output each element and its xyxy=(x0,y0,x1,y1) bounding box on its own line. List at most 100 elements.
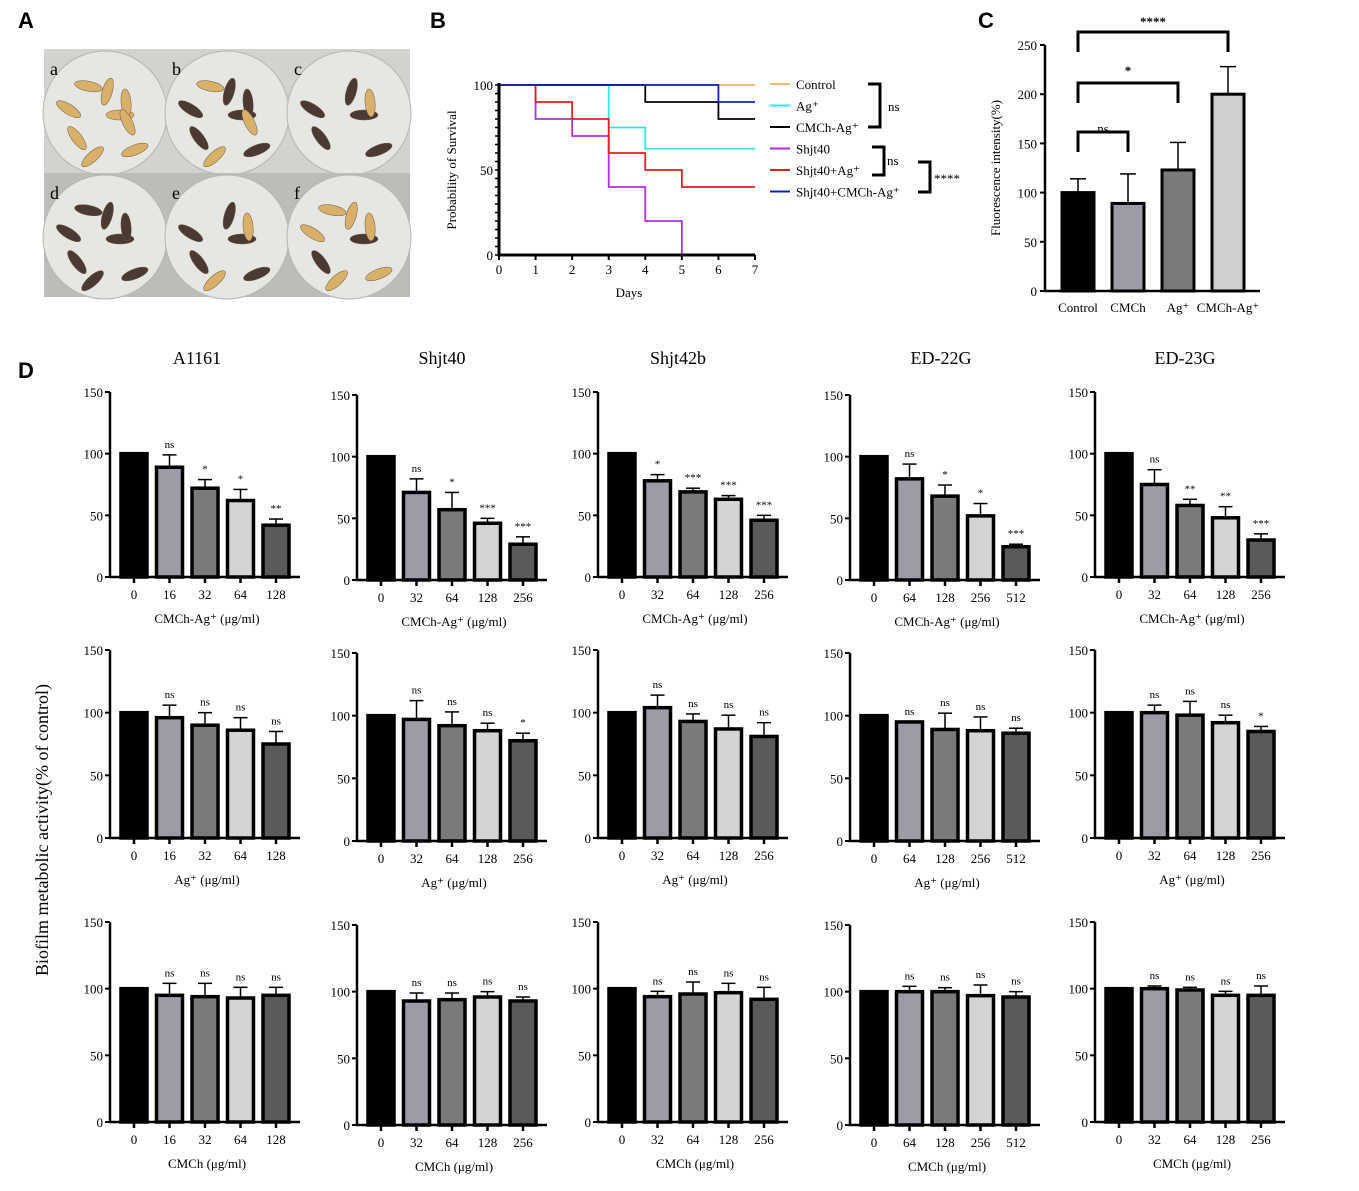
bar xyxy=(472,995,503,1127)
bar xyxy=(1210,516,1241,579)
live-larva xyxy=(364,88,376,118)
y-tick-label: 0 xyxy=(585,1115,592,1130)
sig-label: ns xyxy=(653,679,663,691)
y-tick-label: 0 xyxy=(1082,570,1089,585)
biofilm-bar-chart xyxy=(105,391,300,583)
bar xyxy=(1001,544,1031,582)
x-tick-label: 0 xyxy=(496,262,503,277)
live-larva xyxy=(100,77,114,106)
bar xyxy=(965,993,996,1127)
bar xyxy=(1210,720,1241,840)
bar xyxy=(401,717,432,843)
sig-label: * xyxy=(202,464,208,476)
x-tick-label: 128 xyxy=(719,848,739,863)
bar xyxy=(190,486,220,579)
y-tick-label: 100 xyxy=(1069,706,1089,721)
live-larva xyxy=(81,146,104,168)
bar xyxy=(1001,731,1031,843)
sig-label: ns xyxy=(518,981,528,993)
x-tick-label: 64 xyxy=(903,1135,917,1150)
live-larva xyxy=(318,204,347,217)
x-tick-label: 64 xyxy=(234,848,248,863)
sig-label: ns xyxy=(1011,712,1021,724)
bar xyxy=(642,705,673,840)
live-larva xyxy=(203,146,226,168)
x-tick-label: 32 xyxy=(1148,1132,1161,1147)
x-tick-label: 128 xyxy=(266,848,286,863)
y-tick-label: 100 xyxy=(331,709,351,724)
x-tick-label: 512 xyxy=(1006,590,1026,605)
x-tick-label: 128 xyxy=(266,1132,286,1147)
bar xyxy=(930,989,960,1127)
sig-label: ns xyxy=(905,448,915,460)
sig-label: *** xyxy=(1253,518,1270,530)
x-tick-label: 16 xyxy=(163,1132,177,1147)
x-tick-label: 0 xyxy=(131,848,138,863)
y-tick-label: 50 xyxy=(337,1051,350,1066)
x-tick-label: 64 xyxy=(687,1132,701,1147)
sig-label: ns xyxy=(236,702,246,714)
y-tick-label: 50 xyxy=(1075,1048,1088,1063)
x-tick-label: 0 xyxy=(871,590,878,605)
larvae-photo-grid xyxy=(42,49,412,300)
bar xyxy=(1139,986,1170,1124)
sig-label: ns xyxy=(412,977,422,989)
dish-label: c xyxy=(294,59,302,79)
live-larva xyxy=(300,224,325,243)
bar xyxy=(225,498,256,579)
sig-label: ns xyxy=(688,698,698,710)
bar xyxy=(1001,995,1031,1127)
dead-larva xyxy=(189,126,209,150)
sig-label: ns xyxy=(1256,970,1266,982)
biofilm-bar-chart xyxy=(352,924,547,1131)
dish-photo xyxy=(164,173,290,300)
strain-title: ED-23G xyxy=(1155,348,1216,368)
dead-larva xyxy=(74,204,103,217)
bar xyxy=(225,728,256,840)
live-larva xyxy=(67,126,87,150)
sig-label: ns xyxy=(688,966,698,978)
y-tick-label: 50 xyxy=(90,768,103,783)
live-larva xyxy=(325,270,348,292)
x-tick-label: 128 xyxy=(935,590,955,605)
sig-label: ns xyxy=(976,701,986,713)
sig-label: ns xyxy=(653,975,663,987)
sig-label: *** xyxy=(515,521,532,533)
y-tick-label: 100 xyxy=(1069,447,1089,462)
dead-larva xyxy=(120,212,132,242)
dead-larva xyxy=(222,77,236,106)
x-tick-label: 32 xyxy=(199,587,212,602)
dish-photo xyxy=(164,49,290,176)
bar xyxy=(401,999,432,1127)
bar xyxy=(713,497,744,579)
sig-label: ns xyxy=(940,972,950,984)
strain-title: Shjt40 xyxy=(418,348,465,368)
bar xyxy=(190,994,220,1124)
y-tick-label: 0 xyxy=(97,1115,104,1130)
dish-label: b xyxy=(172,59,181,79)
survival-line xyxy=(499,84,755,188)
live-larva xyxy=(242,212,254,242)
dead-larva xyxy=(243,266,271,282)
bar xyxy=(1104,451,1134,579)
sig-bracket xyxy=(918,160,932,194)
sig-label: ns xyxy=(905,970,915,982)
sig-label: ns xyxy=(1150,689,1160,701)
panel-label: A xyxy=(18,8,34,33)
y-tick-label: 100 xyxy=(572,447,592,462)
y-tick-label: 150 xyxy=(1069,915,1089,930)
dead-larva xyxy=(189,250,209,274)
bar xyxy=(1175,713,1205,840)
x-tick-label: 512 xyxy=(1006,1135,1026,1150)
x-axis-label: CMCh-Ag⁺ (μg/ml) xyxy=(894,614,999,629)
sig-label: * xyxy=(1125,63,1132,78)
y-tick-label: 100 xyxy=(572,982,592,997)
x-tick-label: 0 xyxy=(378,590,385,605)
x-tick-label: 64 xyxy=(1184,587,1198,602)
sig-label: ns xyxy=(1150,454,1160,466)
panel-label: C xyxy=(978,8,994,33)
x-axis-label: CMCh (μg/ml) xyxy=(656,1156,734,1171)
bar xyxy=(607,710,637,840)
x-tick-label: 0 xyxy=(1116,848,1123,863)
y-tick-label: 0 xyxy=(837,834,844,849)
